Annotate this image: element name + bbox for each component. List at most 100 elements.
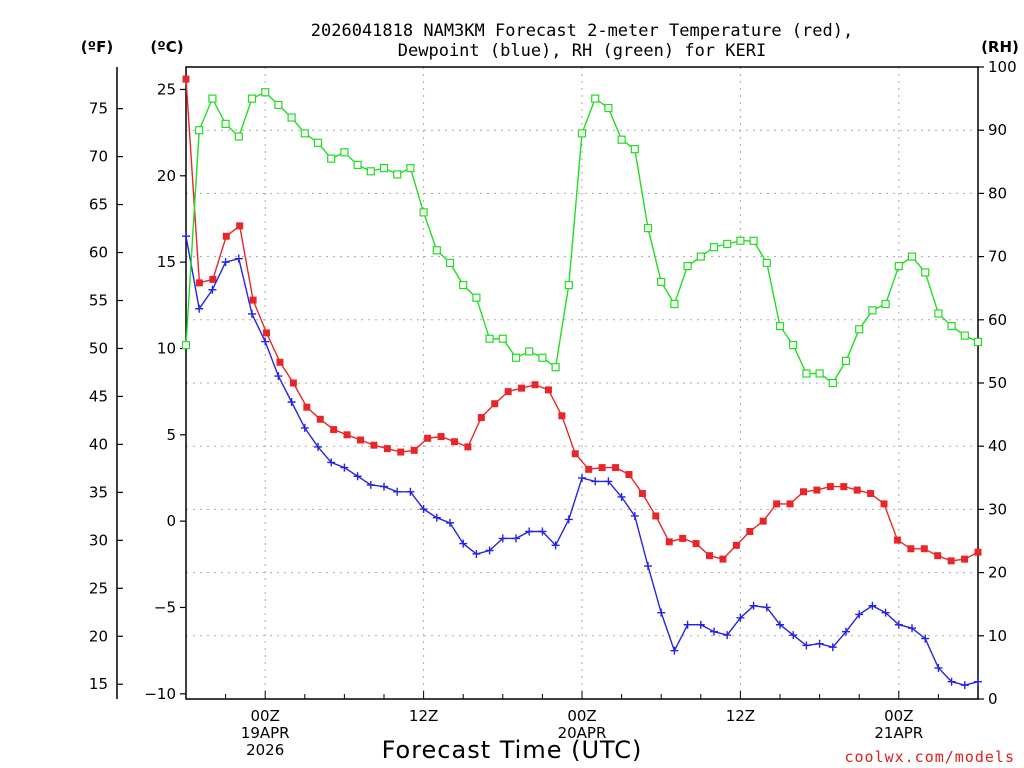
rh-tick-label: 50 xyxy=(988,374,1007,392)
temperature-point xyxy=(880,500,888,508)
temperature-point xyxy=(450,438,458,446)
rh-point xyxy=(789,340,798,350)
rh-point xyxy=(630,145,639,154)
temperature-point xyxy=(625,471,633,479)
dewpoint-point xyxy=(340,463,349,472)
rh-point xyxy=(736,236,745,245)
temperature-point xyxy=(840,483,848,491)
rh-point xyxy=(340,148,349,157)
chart-title-line-1: 2026041818 NAM3KM Forecast 2-meter Tempe… xyxy=(311,21,853,41)
dewpoint-point xyxy=(815,639,824,648)
rh-point xyxy=(723,239,732,249)
temperature-point xyxy=(222,232,230,240)
fahrenheit-tick-label: 75 xyxy=(89,100,108,118)
dewpoint-point xyxy=(248,309,256,318)
temperature-point xyxy=(612,464,620,472)
rh-tick-label: 100 xyxy=(988,58,1017,76)
dewpoint-point xyxy=(366,480,375,489)
rh-point xyxy=(459,280,468,290)
dewpoint-point xyxy=(578,473,586,482)
rh-point xyxy=(538,353,547,362)
celsius-tick-label: 15 xyxy=(157,253,176,271)
dewpoint-point xyxy=(393,487,402,496)
rh-point xyxy=(577,129,587,138)
dewpoint-point xyxy=(300,423,309,432)
dewpoint-point xyxy=(261,337,270,346)
rh-point xyxy=(511,353,521,362)
rh-point xyxy=(617,135,626,144)
dewpoint-point xyxy=(921,634,930,643)
temperature-point xyxy=(947,557,955,565)
dewpoint-point xyxy=(604,477,613,486)
series-relative-humidity xyxy=(181,88,983,388)
celsius-tick-label: 25 xyxy=(157,80,176,98)
rh-point xyxy=(195,126,204,135)
dewpoint-point xyxy=(749,601,758,610)
fahrenheit-tick-label: 20 xyxy=(89,627,108,645)
rh-point xyxy=(261,88,270,97)
rh-point xyxy=(353,160,362,170)
dewpoint-point xyxy=(947,677,956,686)
data-series xyxy=(181,75,983,690)
temperature-point xyxy=(799,488,807,496)
dewpoint-point xyxy=(274,372,283,381)
temperature-point xyxy=(289,379,297,387)
fahrenheit-tick-label: 45 xyxy=(89,387,108,405)
temperature-point xyxy=(679,534,687,542)
rh-point xyxy=(445,258,455,268)
temperature-point xyxy=(477,414,485,422)
dewpoint-point xyxy=(195,304,204,313)
dewpoint-point xyxy=(551,541,560,550)
temperature-point xyxy=(209,275,217,283)
rh-tick-label: 40 xyxy=(988,437,1007,455)
temperature-point xyxy=(424,434,432,442)
rh-point xyxy=(525,347,534,356)
x-tick-label: 00Z xyxy=(884,707,913,725)
dewpoint-point xyxy=(406,487,415,496)
rh-tick-label: 90 xyxy=(988,121,1007,139)
rh-point xyxy=(855,325,864,334)
dewpoint-point xyxy=(908,624,916,633)
temperature-point xyxy=(665,538,673,546)
dewpoint-point xyxy=(644,562,652,571)
tick-labels: −10 −5 0 5 10 15 20 25 15 20 25 30 35 40 45 50 55 60 65 70 7… xyxy=(89,58,1017,759)
x-axis-label: Forecast Time (UTC) xyxy=(382,736,643,764)
temperature-point xyxy=(518,384,526,392)
dewpoint-point xyxy=(828,643,837,652)
temperature-point xyxy=(974,548,982,556)
celsius-tick-label: 20 xyxy=(157,167,176,185)
rh-tick-label: 0 xyxy=(988,690,998,708)
temperature-point xyxy=(585,465,593,473)
dewpoint-point xyxy=(670,646,679,655)
rh-point xyxy=(485,334,494,343)
rh-point xyxy=(643,224,653,233)
rh-tick-label: 60 xyxy=(988,311,1007,329)
x-tick-label: 2026 xyxy=(246,741,284,759)
dewpoint-point xyxy=(842,627,850,636)
dewpoint-point xyxy=(894,620,903,629)
fahrenheit-tick-label: 35 xyxy=(89,483,108,501)
temperature-point xyxy=(383,445,391,453)
temperature-point xyxy=(759,517,767,525)
rh-point xyxy=(393,170,402,179)
temperature-point xyxy=(464,443,472,451)
rh-point xyxy=(419,208,428,217)
x-tick-label: 00Z xyxy=(251,707,280,725)
dewpoint-point xyxy=(776,620,784,629)
rh-point xyxy=(749,236,758,245)
rh-tick-label: 70 xyxy=(988,248,1007,266)
dewpoint-point xyxy=(974,677,982,686)
dewpoint-point xyxy=(630,511,639,520)
dewpoint-point xyxy=(498,534,507,543)
temperature-point xyxy=(598,464,606,472)
x-tick-label: 20APR xyxy=(558,724,607,742)
temperature-point xyxy=(826,483,834,491)
rh-point xyxy=(907,252,917,261)
temperature-point xyxy=(732,541,740,549)
celsius-tick-label: 10 xyxy=(157,339,176,357)
temperature-point xyxy=(813,486,821,494)
dewpoint-point xyxy=(710,627,718,636)
dewpoint-point xyxy=(314,442,322,451)
temperature-point xyxy=(719,555,727,563)
x-tick-label: 12Z xyxy=(726,707,755,725)
